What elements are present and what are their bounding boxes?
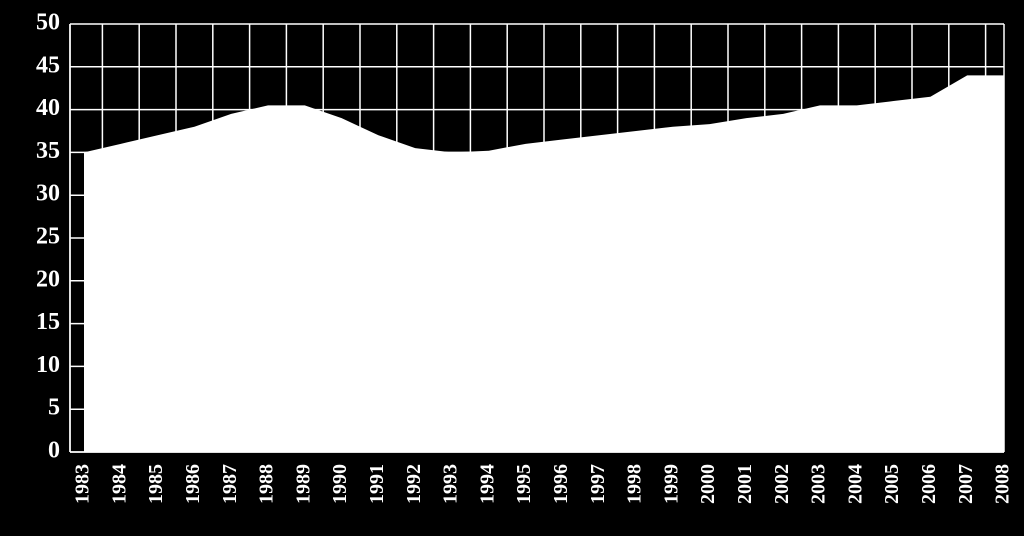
x-tick-label: 1995 <box>513 464 535 504</box>
x-tick-label: 1985 <box>145 464 167 504</box>
x-tick-label: 1994 <box>476 464 498 504</box>
x-axis-labels: 1983 1984 1985 1986 1987 1988 1989 1990 1991 1992… <box>72 464 1014 504</box>
y-axis-labels: 0 5 10 15 20 25 30 35 40 45 50 <box>36 10 60 464</box>
x-tick-label: 1990 <box>329 464 351 504</box>
y-tick-label: 50 <box>36 10 60 36</box>
x-tick-label: 1989 <box>292 464 314 504</box>
x-tick-label: 1996 <box>550 464 572 504</box>
x-tick-label: 2003 <box>808 464 830 504</box>
x-tick-label: 2004 <box>844 464 866 504</box>
x-tick-label: 1998 <box>624 464 646 504</box>
x-tick-label: 1997 <box>587 464 609 504</box>
x-tick-label: 2002 <box>771 464 793 504</box>
x-tick-label: 1999 <box>660 464 682 504</box>
y-tick-label: 15 <box>36 309 60 335</box>
x-tick-label: 2001 <box>734 464 756 504</box>
y-tick-label: 30 <box>36 181 60 207</box>
x-tick-label: 2000 <box>697 464 719 504</box>
x-tick-label: 1991 <box>366 464 388 504</box>
x-tick-label: 1986 <box>182 464 204 504</box>
y-tick-label: 0 <box>48 438 60 464</box>
area-chart: 0 5 10 15 20 25 30 35 40 45 50 1983 1984 1985 1986 1987… <box>0 0 1024 536</box>
x-tick-label: 1984 <box>108 464 130 504</box>
y-tick-label: 10 <box>36 352 60 378</box>
y-tick-label: 35 <box>36 138 60 164</box>
x-tick-label: 1992 <box>403 464 425 504</box>
x-tick-label: 2006 <box>918 464 940 504</box>
y-tick-label: 40 <box>36 95 60 121</box>
y-tick-label: 45 <box>36 52 60 78</box>
x-tick-label: 1983 <box>72 464 94 504</box>
y-tick-label: 25 <box>36 224 60 250</box>
x-tick-label: 2007 <box>955 464 977 504</box>
x-tick-label: 2008 <box>992 464 1014 504</box>
y-tick-label: 20 <box>36 266 60 292</box>
x-tick-label: 1987 <box>219 464 241 504</box>
y-tick-label: 5 <box>48 395 60 421</box>
x-tick-label: 1993 <box>440 464 462 504</box>
x-tick-label: 1988 <box>256 464 278 504</box>
x-tick-label: 2005 <box>881 464 903 504</box>
